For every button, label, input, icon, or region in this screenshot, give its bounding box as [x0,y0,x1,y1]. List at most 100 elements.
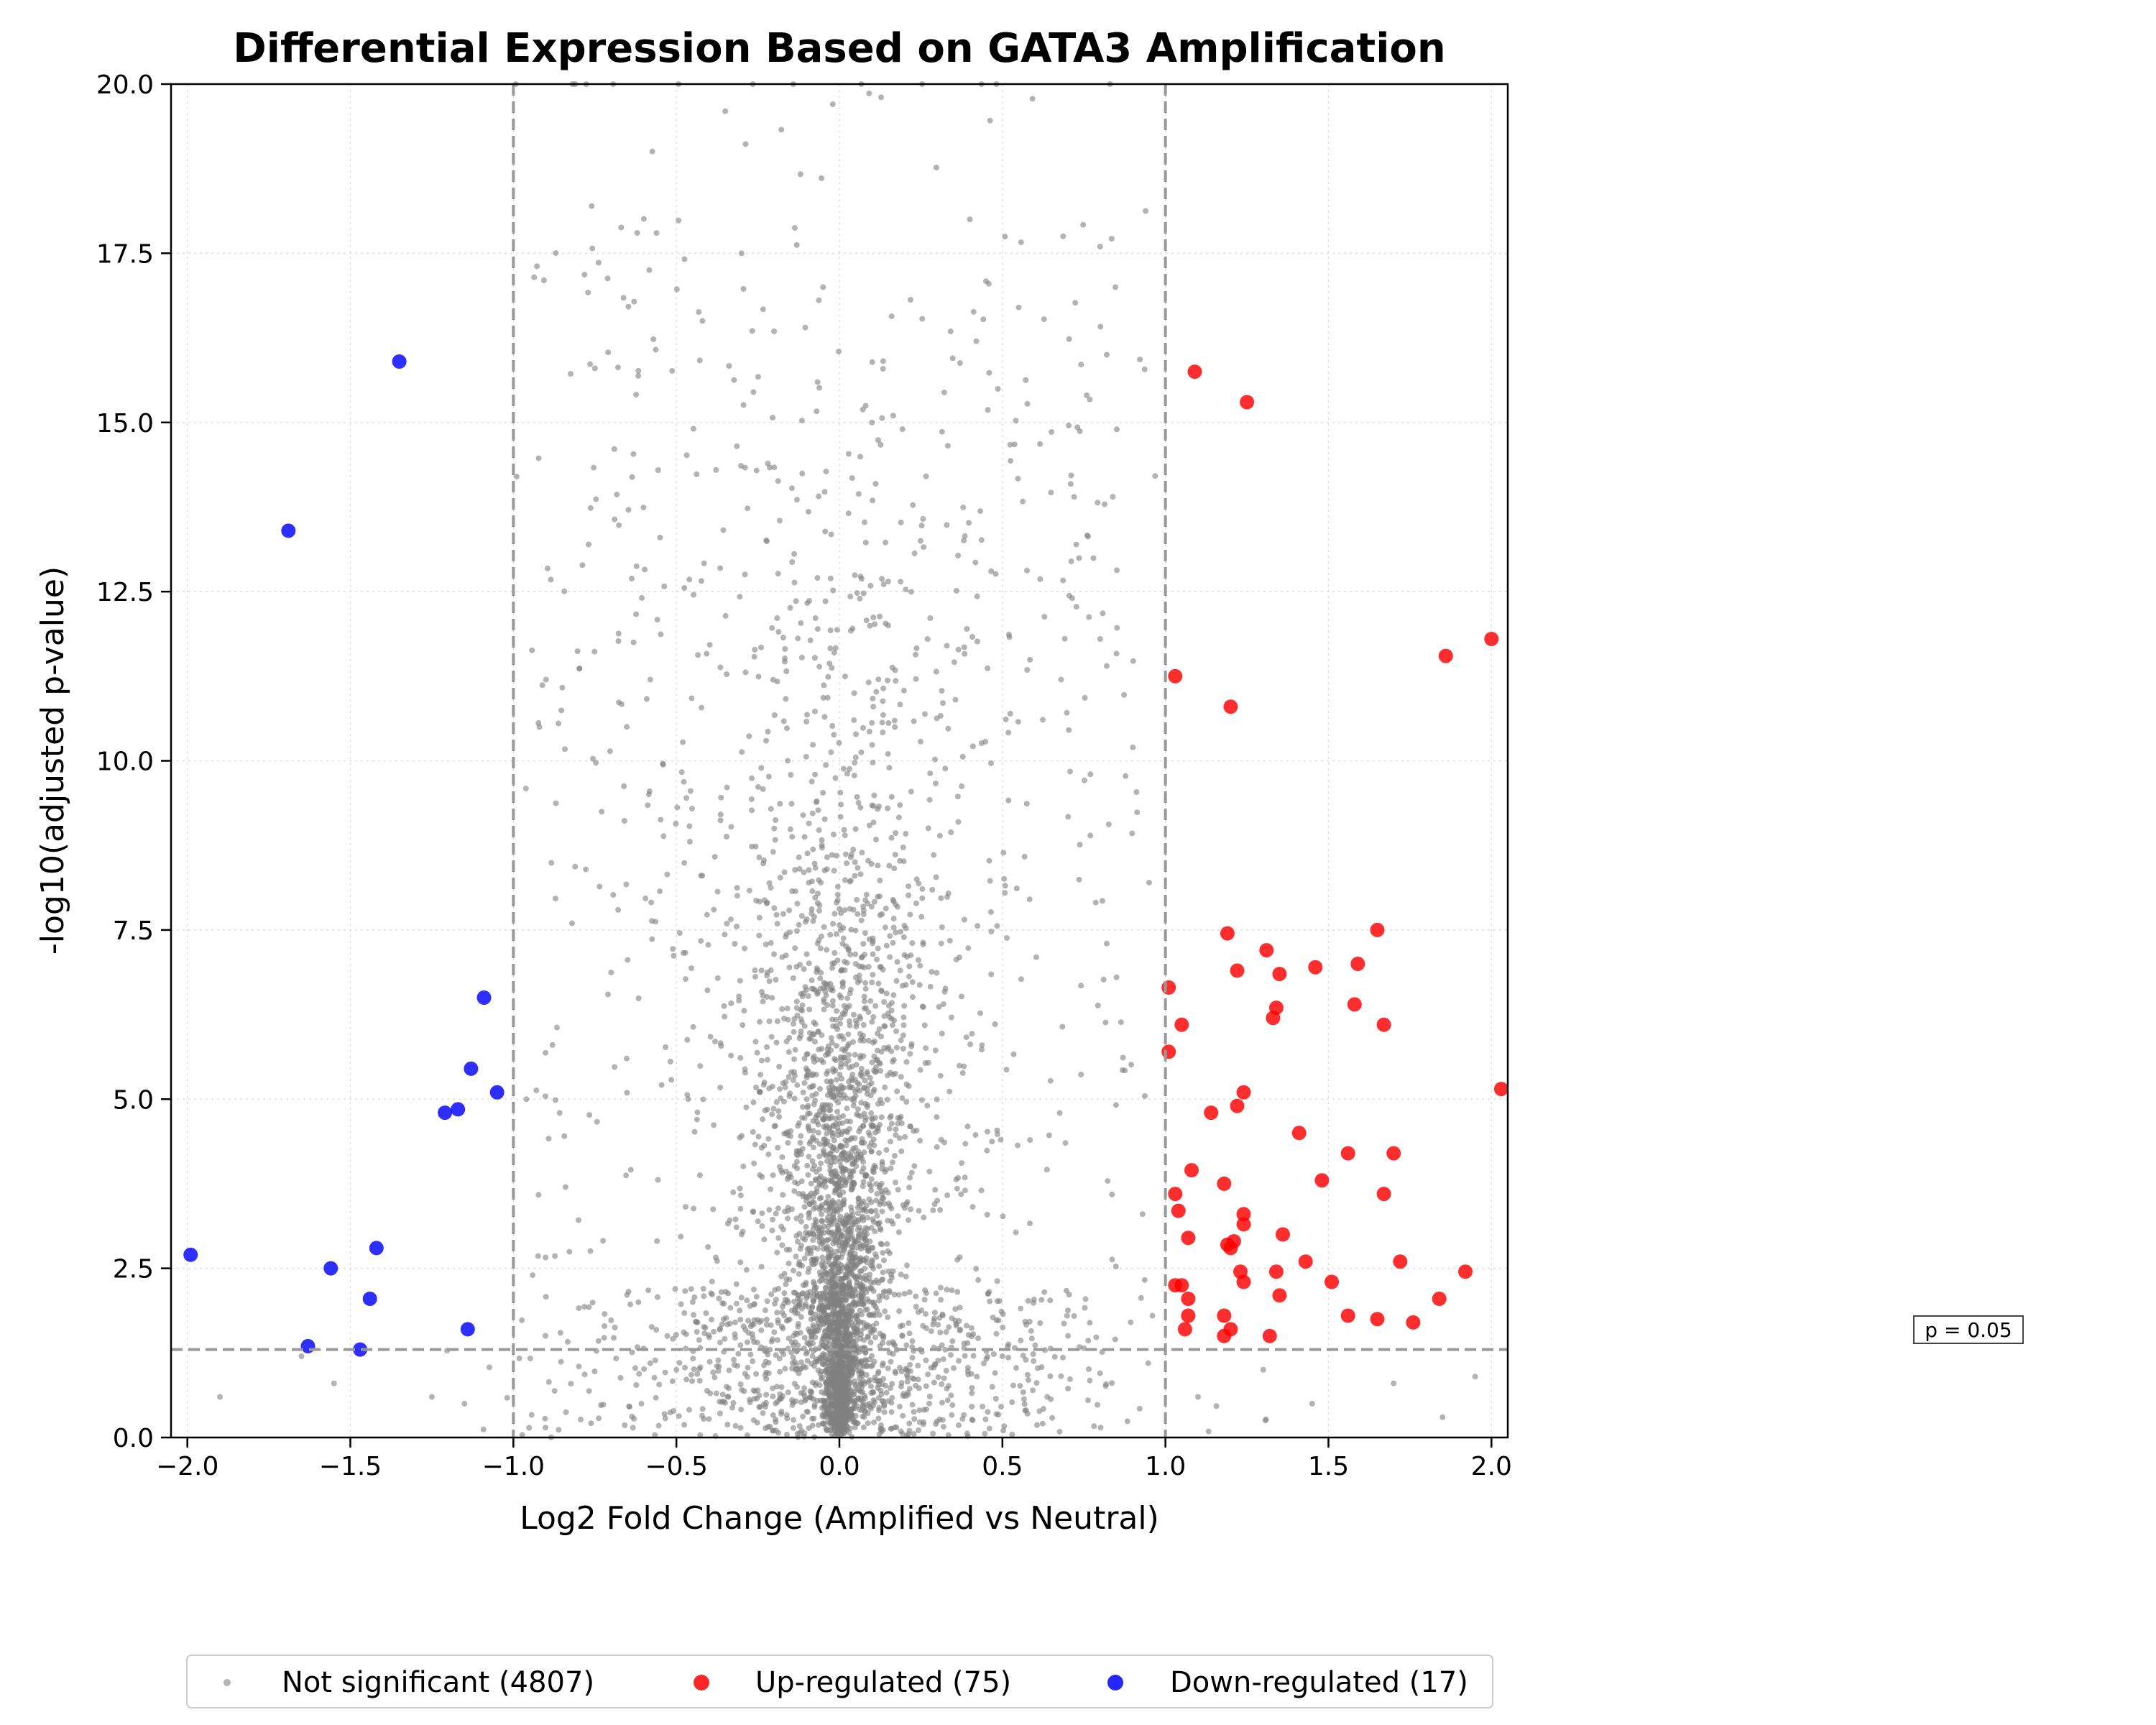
not-significant-point [717,664,724,671]
not-significant-point [634,230,640,236]
not-significant-point [870,1218,877,1225]
not-significant-point [694,1329,700,1335]
not-significant-point [1146,880,1152,886]
not-significant-point [893,1028,900,1034]
not-significant-point [911,1163,918,1169]
not-significant-point [1037,576,1044,582]
not-significant-point [806,880,812,886]
not-significant-point [824,1379,831,1385]
not-significant-point [1020,1389,1026,1395]
not-significant-point [761,1142,768,1149]
not-significant-point [969,1390,975,1397]
not-significant-point [823,1141,829,1147]
not-significant-point [811,860,818,867]
not-significant-point [838,801,844,808]
not-significant-point [808,778,815,785]
not-significant-point [830,1402,837,1408]
not-significant-point [610,892,617,898]
not-significant-point [844,1271,849,1277]
not-significant-point [964,626,970,632]
not-significant-point [893,678,899,684]
up-regulated-point [1268,1264,1284,1279]
not-significant-point [872,1251,878,1257]
not-significant-point [706,642,713,648]
not-significant-point [826,1328,833,1334]
not-significant-point [898,519,904,525]
not-significant-point [882,924,888,931]
not-significant-point [988,760,994,766]
not-significant-point [691,592,697,598]
not-significant-point [977,508,984,515]
not-significant-point [992,1021,998,1027]
not-significant-point [576,1363,582,1370]
not-significant-point [901,922,908,929]
not-significant-point [900,1032,906,1039]
not-significant-point [783,1246,790,1253]
not-significant-point [894,903,900,910]
up-regulated-point [1262,1328,1277,1343]
not-significant-point [875,806,881,812]
not-significant-point [793,598,799,604]
not-significant-point [699,318,706,324]
not-significant-point [823,1152,829,1159]
not-significant-point [576,666,583,672]
not-significant-point [731,377,737,383]
not-significant-point [635,1299,642,1305]
not-significant-point [737,1317,744,1322]
not-significant-point [744,1339,750,1346]
not-significant-point [867,1092,874,1099]
not-significant-point [783,1039,790,1044]
not-significant-point [933,165,939,171]
not-significant-point [863,1371,870,1378]
not-significant-point [992,571,999,577]
not-significant-point [900,1022,907,1029]
not-significant-point [906,1420,913,1427]
not-significant-point [883,990,890,997]
not-significant-point [891,717,898,724]
not-significant-point [513,474,520,480]
not-significant-point [829,1094,835,1100]
not-significant-point [1023,377,1029,383]
down-regulated-point [369,1241,384,1256]
not-significant-point [653,346,659,353]
not-significant-point [746,888,752,894]
not-significant-point [683,1376,690,1383]
not-significant-point [831,832,837,837]
not-significant-point [877,1199,884,1205]
not-significant-point [882,1169,888,1175]
not-significant-point [893,929,899,936]
not-significant-point [850,847,857,852]
not-significant-point [791,1289,797,1296]
not-significant-point [695,652,701,658]
not-significant-point [758,644,764,650]
not-significant-point [673,1332,679,1338]
not-significant-point [835,1223,842,1229]
not-significant-point [945,1432,952,1438]
not-significant-point [786,907,793,914]
up-regulated-point [1184,1163,1199,1178]
not-significant-point [807,1289,814,1295]
not-significant-point [599,809,605,815]
not-significant-point [868,1110,875,1116]
not-significant-point [745,1317,752,1324]
not-significant-point [798,1399,804,1405]
not-significant-point [831,1328,838,1334]
not-significant-point [535,455,542,461]
not-significant-point [885,750,891,757]
not-significant-point [808,1389,814,1395]
not-significant-point [911,550,918,556]
not-significant-point [768,806,774,812]
not-significant-point [906,1320,912,1326]
not-significant-point [624,724,630,730]
not-significant-point [866,728,872,735]
not-significant-point [908,589,914,595]
not-significant-point [1023,801,1030,807]
not-significant-point [698,938,704,944]
not-significant-point [798,1390,804,1396]
legend-frame [186,1655,1493,1708]
not-significant-point [596,1415,602,1422]
up-regulated-point [1432,1292,1447,1306]
not-significant-point [792,945,798,952]
not-significant-point [820,985,826,991]
not-significant-point [806,597,813,604]
